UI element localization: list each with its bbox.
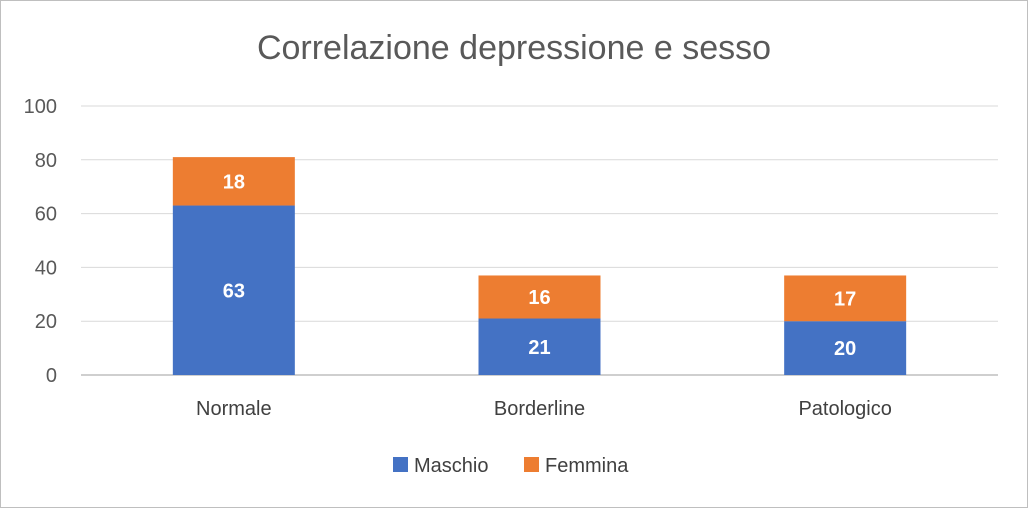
data-label: 16 bbox=[528, 287, 550, 309]
y-tick-label: 80 bbox=[35, 150, 57, 172]
bar-femmina-borderline bbox=[478, 275, 601, 319]
chart-title: Correlazione depressione e sesso bbox=[257, 29, 771, 67]
legend: Maschio Femmina bbox=[393, 455, 629, 477]
y-tick-label: 100 bbox=[24, 96, 57, 118]
legend-label-femmina: Femmina bbox=[545, 455, 629, 477]
x-category-label: Patologico bbox=[798, 398, 891, 420]
data-label: 17 bbox=[834, 288, 856, 310]
data-label: 18 bbox=[223, 171, 245, 193]
bar-femmina-patologico bbox=[784, 275, 907, 322]
data-label: 20 bbox=[834, 338, 856, 360]
bar-maschio-patologico bbox=[784, 321, 907, 375]
y-tick-label: 20 bbox=[35, 311, 57, 333]
data-labels: 63 18 21 16 20 17 bbox=[223, 171, 857, 360]
legend-swatch-femmina bbox=[524, 457, 539, 472]
x-category-label: Borderline bbox=[494, 398, 585, 420]
x-axis-labels: Normale Borderline Patologico bbox=[196, 398, 892, 420]
bars bbox=[172, 157, 907, 375]
x-category-label: Normale bbox=[196, 398, 272, 420]
legend-label-maschio: Maschio bbox=[414, 455, 488, 477]
y-tick-label: 40 bbox=[35, 257, 57, 279]
y-tick-label: 0 bbox=[46, 365, 57, 387]
y-axis-ticks: 0 20 40 60 80 100 bbox=[24, 96, 57, 387]
legend-swatch-maschio bbox=[393, 457, 408, 472]
data-label: 63 bbox=[223, 280, 245, 302]
bar-femmina-normale bbox=[172, 157, 295, 206]
bar-maschio-borderline bbox=[478, 318, 601, 375]
data-label: 21 bbox=[528, 337, 550, 359]
y-tick-label: 60 bbox=[35, 204, 57, 226]
bar-maschio-normale bbox=[172, 205, 295, 375]
